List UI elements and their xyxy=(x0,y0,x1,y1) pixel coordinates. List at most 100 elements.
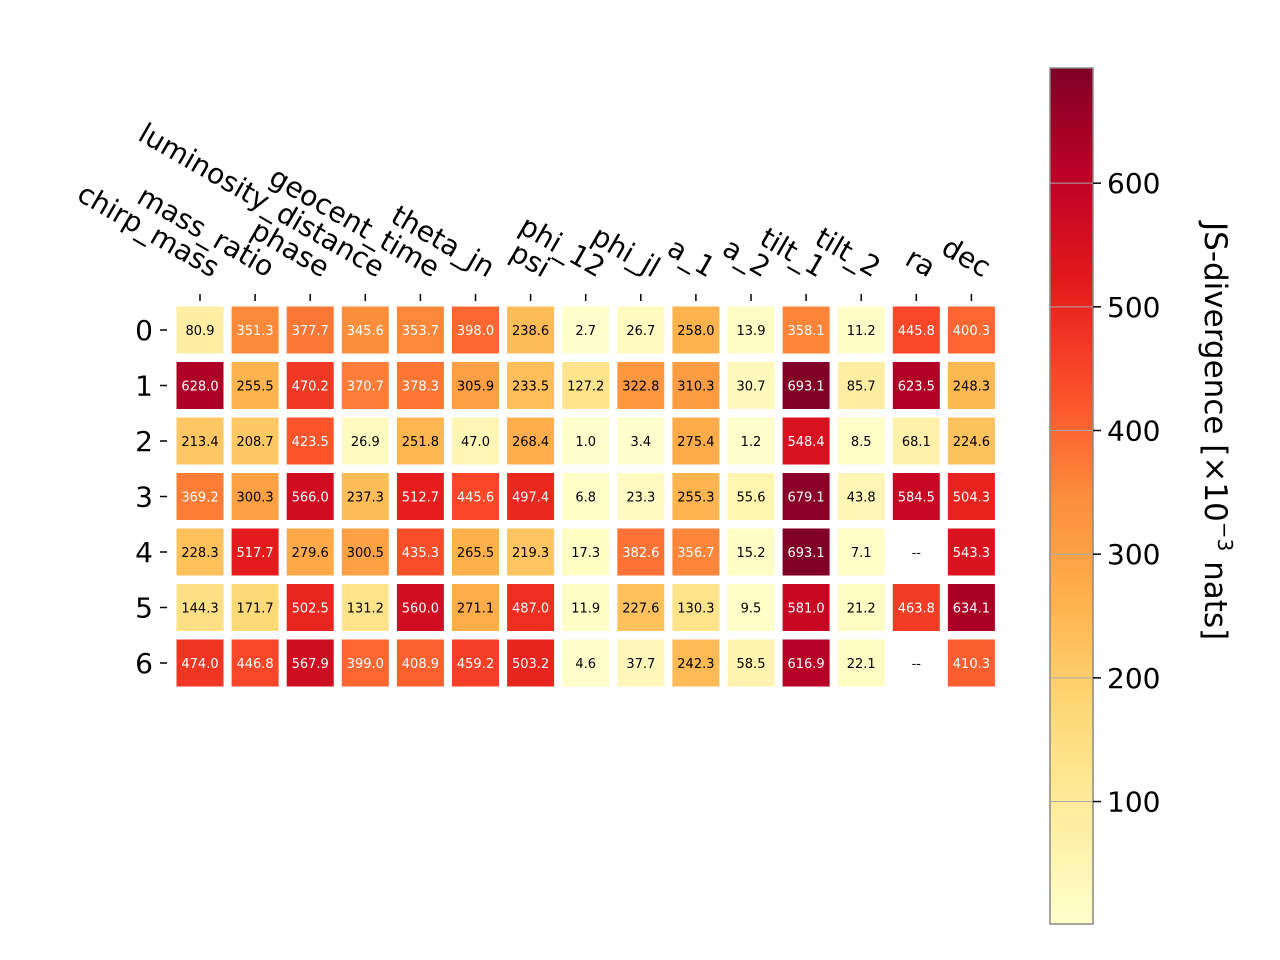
heatmap-cell xyxy=(452,473,499,520)
heatmap-cell xyxy=(947,473,995,520)
cell-value-label: 567.9 xyxy=(292,657,329,672)
heatmap-cell xyxy=(231,639,279,687)
heatmap-cell xyxy=(672,584,720,631)
cell-value-label: 435.3 xyxy=(402,546,439,561)
heatmap-cell xyxy=(947,417,995,465)
cell-value-label: -- xyxy=(912,657,922,672)
cell-value-label: 55.6 xyxy=(737,491,766,506)
cell-value-label: 470.2 xyxy=(292,380,329,395)
row-label-2: 2 xyxy=(135,425,153,458)
heatmap-cell xyxy=(286,584,334,631)
cell-value-label: 305.9 xyxy=(457,380,494,395)
heatmap-cell xyxy=(341,306,389,354)
heatmap-cell xyxy=(782,639,830,687)
cell-value-label: 693.1 xyxy=(787,546,824,561)
heatmap-cell xyxy=(892,362,940,409)
heatmap-cell xyxy=(341,528,389,576)
cell-value-label: 351.3 xyxy=(236,324,273,339)
column-labels: chirp_massmass_ratiophaseluminosity_dist… xyxy=(72,116,997,284)
row-label-4: 4 xyxy=(135,536,153,569)
colorbar-gradient xyxy=(1049,67,1094,925)
heatmap-cell xyxy=(286,639,334,687)
heatmap-cell xyxy=(617,417,665,465)
cell-value-label: 623.5 xyxy=(898,380,935,395)
heatmap-cell xyxy=(396,584,444,631)
colorbar-tick-label: 400 xyxy=(1107,415,1160,448)
cell-value-label: 224.6 xyxy=(953,435,990,450)
cell-value-label: 248.3 xyxy=(953,380,990,395)
heatmap-cell xyxy=(341,362,389,409)
heatmap-cell xyxy=(892,473,940,520)
cell-value-label: 377.7 xyxy=(292,324,329,339)
cell-value-label: 22.1 xyxy=(847,657,876,672)
cell-value-label: 26.9 xyxy=(351,435,380,450)
column-label-ra: ra xyxy=(900,241,941,284)
cell-value-label: 85.7 xyxy=(847,380,876,395)
cell-value-label: 171.7 xyxy=(236,602,273,617)
heatmap-cell xyxy=(507,639,555,687)
heatmap-cell xyxy=(231,306,279,354)
heatmap-cell xyxy=(837,528,885,576)
heatmap-cell xyxy=(452,417,499,465)
cell-value-label: 131.2 xyxy=(347,602,384,617)
cell-value-label: 487.0 xyxy=(512,602,549,617)
colorbar-label-superscript: −3 xyxy=(1213,522,1237,551)
cell-value-label: 300.5 xyxy=(347,546,384,561)
cell-value-label: 628.0 xyxy=(181,380,218,395)
cell-value-label: 410.3 xyxy=(953,657,990,672)
cell-value-label: 445.6 xyxy=(457,491,494,506)
heatmap-cell xyxy=(507,528,555,576)
heatmap-cell xyxy=(396,306,444,354)
heatmap-cell xyxy=(837,362,885,409)
cell-value-label: 474.0 xyxy=(181,657,218,672)
cell-value-label: 8.5 xyxy=(851,435,872,450)
heatmap-cell xyxy=(892,306,940,354)
heatmap-cell xyxy=(837,639,885,687)
cell-value-label: 23.3 xyxy=(626,491,655,506)
colorbar-tick-label: 100 xyxy=(1107,786,1160,819)
heatmap-cells: 80.9 351.3 377.7 345.6 353.7 398.0 238.6 2.7 26.… xyxy=(176,306,995,687)
row-labels: 0 1 2 3 4 5 6 xyxy=(135,314,167,680)
heatmap-cell xyxy=(947,528,995,576)
cell-value-label: 358.1 xyxy=(787,324,824,339)
cell-value-label: 219.3 xyxy=(512,546,549,561)
cell-value-label: 17.3 xyxy=(571,546,600,561)
heatmap-cell xyxy=(452,362,499,409)
cell-value-label: 4.6 xyxy=(575,657,596,672)
heatmap-cell xyxy=(396,528,444,576)
heatmap-cell xyxy=(947,639,995,687)
cell-value-label: 279.6 xyxy=(292,546,329,561)
heatmap-cell xyxy=(782,362,830,409)
heatmap-cell xyxy=(562,584,610,631)
heatmap-cell xyxy=(507,306,555,354)
heatmap-cell xyxy=(617,306,665,354)
column-label-a-1: a_1 xyxy=(662,231,721,284)
cell-value-label: -- xyxy=(912,546,922,561)
cell-value-label: 11.2 xyxy=(847,324,876,339)
cell-value-label: 213.4 xyxy=(181,435,218,450)
cell-value-label: 47.0 xyxy=(461,435,490,450)
heatmap-cell xyxy=(727,362,775,409)
heatmap-cell xyxy=(672,528,720,576)
cell-value-label: 30.7 xyxy=(737,380,766,395)
cell-value-label: 9.5 xyxy=(741,602,762,617)
row-label-5: 5 xyxy=(135,592,153,625)
colorbar-tick-label: 200 xyxy=(1107,662,1160,695)
cell-value-label: 144.3 xyxy=(181,602,218,617)
heatmap-cell xyxy=(562,417,610,465)
heatmap-cell xyxy=(452,584,499,631)
cell-value-label: 6.8 xyxy=(575,491,596,506)
cell-value-label: 398.0 xyxy=(457,324,494,339)
heatmap-cell xyxy=(286,306,334,354)
cell-value-label: 80.9 xyxy=(186,324,215,339)
cell-value-label: 445.8 xyxy=(898,324,935,339)
heatmap-cell xyxy=(562,362,610,409)
heatmap-cell xyxy=(837,473,885,520)
heatmap-cell xyxy=(782,417,830,465)
heatmap-cell xyxy=(286,417,334,465)
heatmap-cell xyxy=(727,473,775,520)
cell-value-label: 13.9 xyxy=(737,324,766,339)
heatmap-cell xyxy=(231,473,279,520)
cell-value-label: 512.7 xyxy=(402,491,439,506)
